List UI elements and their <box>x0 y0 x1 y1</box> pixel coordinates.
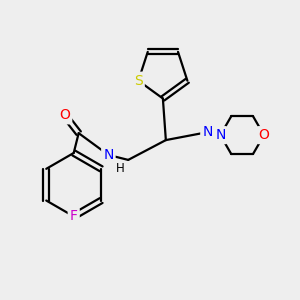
Text: N: N <box>215 128 226 142</box>
Text: F: F <box>70 209 78 224</box>
Text: O: O <box>59 108 70 122</box>
Text: N: N <box>202 125 213 139</box>
Text: O: O <box>259 128 269 142</box>
Text: S: S <box>134 74 143 88</box>
Text: H: H <box>116 162 125 175</box>
Text: N: N <box>103 148 114 162</box>
